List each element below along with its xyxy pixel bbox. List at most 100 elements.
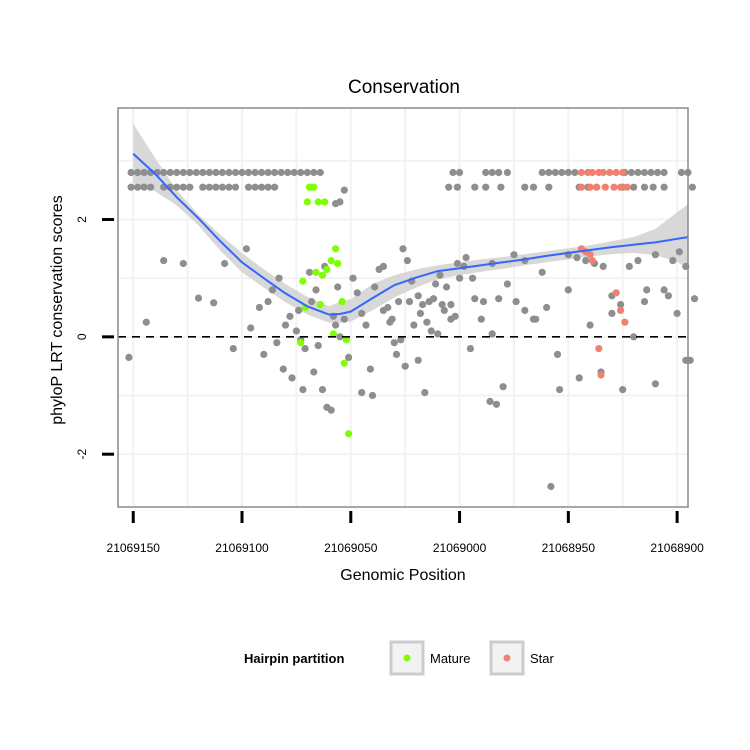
data-point: [379, 306, 387, 314]
data-point: [630, 333, 638, 341]
data-point: [503, 280, 511, 288]
data-point: [423, 318, 431, 326]
data-point: [617, 183, 625, 191]
data-point: [303, 168, 311, 177]
data-point: [634, 257, 642, 265]
data-point: [186, 168, 194, 177]
data-point: [495, 295, 503, 303]
data-point: [229, 345, 237, 353]
data-point: [547, 482, 555, 491]
data-point: [336, 333, 344, 341]
data-point: [558, 168, 566, 177]
data-point: [362, 321, 370, 329]
data-point: [349, 274, 357, 282]
data-point: [327, 406, 335, 414]
data-point: [447, 301, 455, 309]
data-point: [410, 321, 418, 329]
data-point: [340, 359, 348, 367]
data-point: [140, 183, 148, 191]
data-point: [397, 336, 405, 344]
data-point: [334, 259, 342, 268]
data-point: [612, 289, 620, 297]
data-point: [634, 168, 642, 177]
data-point: [186, 183, 194, 191]
data-point: [299, 386, 307, 394]
data-point: [553, 350, 562, 358]
data-point: [392, 350, 401, 358]
data-point: [251, 168, 259, 177]
data-point: [462, 254, 470, 262]
data-point: [318, 386, 327, 394]
data-point: [127, 183, 135, 191]
data-point: [292, 327, 300, 335]
x-tick-label: 21069100: [215, 541, 269, 555]
data-point: [314, 198, 322, 206]
data-point: [586, 251, 594, 259]
data-point: [556, 386, 564, 394]
data-point: [599, 168, 607, 177]
data-point: [577, 168, 586, 177]
data-point: [630, 183, 638, 191]
data-point: [305, 183, 314, 191]
data-point: [660, 286, 668, 294]
data-point: [617, 306, 625, 314]
data-point: [647, 168, 655, 177]
data-point: [199, 168, 207, 177]
data-point: [218, 183, 226, 191]
data-point: [332, 200, 340, 208]
data-point: [160, 257, 168, 265]
data-point: [469, 274, 477, 282]
data-point: [399, 245, 407, 253]
data-point: [231, 168, 240, 177]
data-point: [173, 183, 181, 191]
data-point: [316, 301, 324, 309]
data-point: [432, 280, 440, 288]
data-point: [597, 371, 605, 379]
legend-label-mature: Mature: [430, 651, 470, 666]
data-point: [688, 183, 697, 191]
data-point: [669, 257, 677, 265]
data-point: [301, 345, 309, 353]
data-point: [371, 283, 379, 291]
data-point: [627, 168, 636, 177]
data-point: [288, 374, 296, 382]
data-point: [160, 168, 168, 177]
y-tick-label: 2: [75, 216, 89, 223]
y-tick-label: -2: [75, 449, 89, 460]
data-point: [621, 318, 629, 326]
data-point: [338, 298, 346, 306]
data-point: [640, 298, 649, 306]
data-point: [416, 309, 424, 317]
data-point: [340, 315, 348, 323]
data-point: [545, 168, 553, 177]
data-point: [660, 183, 668, 191]
smooth-layer: [132, 153, 689, 316]
data-point: [625, 262, 633, 270]
data-point: [238, 168, 246, 177]
data-point: [606, 168, 614, 177]
data-point: [260, 350, 268, 358]
data-point: [258, 183, 266, 191]
data-point: [345, 430, 353, 438]
data-point: [268, 286, 277, 294]
legend: Hairpin partition Mature Star: [244, 640, 555, 676]
data-point: [221, 259, 229, 268]
legend-label-star: Star: [530, 651, 555, 666]
data-point: [321, 198, 329, 206]
data-point: [651, 380, 660, 388]
data-point: [471, 295, 479, 303]
data-point: [277, 168, 285, 177]
data-point: [312, 286, 320, 294]
data-point: [329, 330, 337, 338]
data-point: [332, 245, 340, 253]
y-tick-label: 0: [75, 333, 89, 340]
data-point: [405, 298, 414, 306]
data-point: [318, 271, 327, 279]
data-point: [218, 168, 226, 177]
data-point: [617, 301, 625, 309]
data-point: [212, 168, 220, 177]
data-point: [466, 345, 474, 353]
data-point: [529, 183, 538, 191]
data-point: [199, 183, 207, 191]
